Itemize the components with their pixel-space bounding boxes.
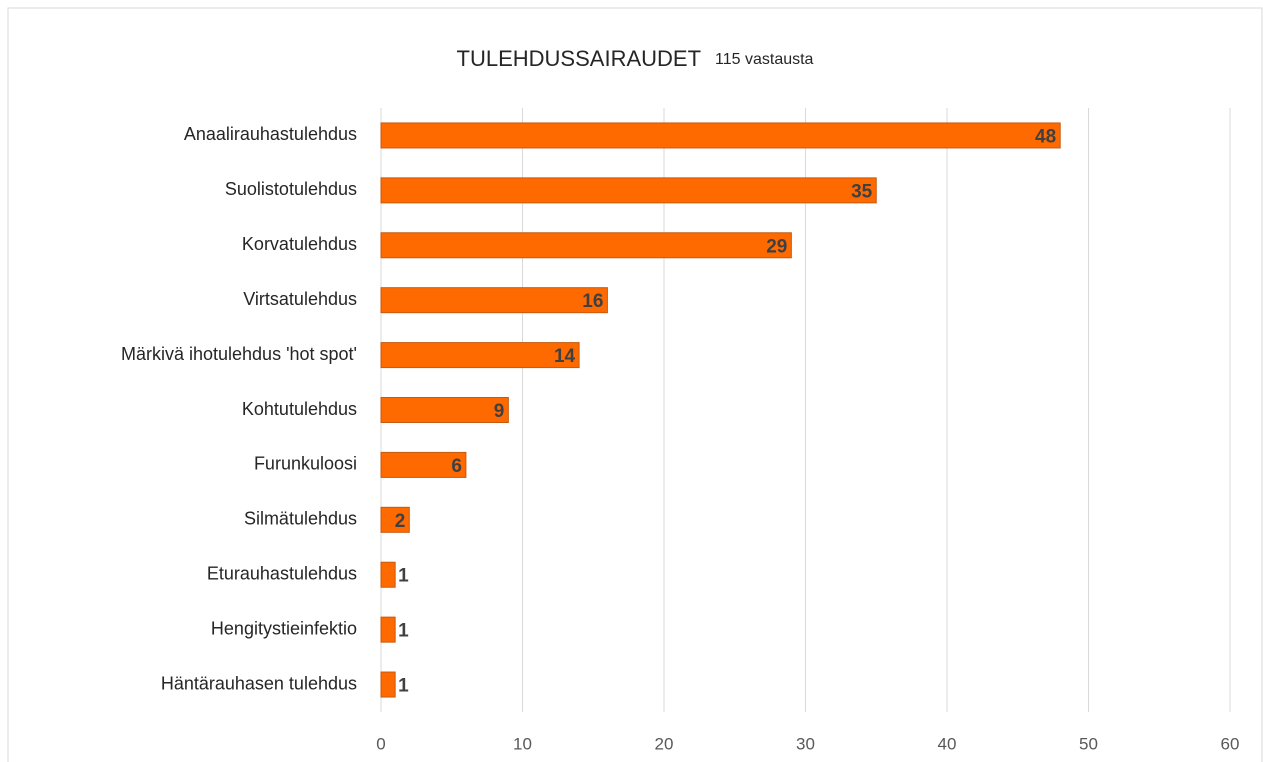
bar: [380, 397, 509, 423]
title: TULEHDUSSAIRAUDET: [457, 46, 701, 71]
x-tick-label: 10: [513, 734, 532, 753]
y-tick-label: Silmätulehdus: [244, 509, 357, 529]
bar: [380, 287, 608, 314]
chart-frame: [7, 7, 1263, 762]
value-label: 1: [398, 566, 409, 587]
y-tick-label: Furunkuloosi: [254, 454, 357, 474]
bar: [380, 616, 396, 643]
bar: [380, 561, 396, 588]
value-label: 29: [766, 236, 787, 257]
y-tick-label: Kohtutulehdus: [242, 399, 357, 419]
chart-title: TULEHDUSSAIRAUDET 115 vastausta: [457, 46, 814, 71]
value-label: 16: [582, 291, 603, 312]
value-label: 35: [851, 181, 873, 202]
bar: [380, 506, 410, 533]
subtitle: 115 vastausta: [715, 51, 814, 68]
y-tick-label: Anaalirauhastulehdus: [184, 124, 357, 144]
bar: [380, 177, 877, 204]
value-label: 6: [451, 456, 462, 477]
value-label: 14: [554, 346, 576, 367]
value-label: 48: [1035, 126, 1056, 147]
x-tick-label: 20: [655, 734, 674, 753]
y-tick-label: Virtsatulehdus: [243, 289, 357, 309]
x-tick-label: 30: [796, 734, 815, 753]
bar: [380, 451, 467, 478]
bar: [380, 122, 1061, 149]
value-label: 1: [398, 621, 409, 642]
x-tick-label: 40: [938, 734, 957, 753]
x-tick-label: 0: [376, 734, 385, 753]
value-label: 1: [398, 676, 409, 697]
y-tick-label: Eturauhastulehdus: [207, 563, 357, 583]
y-tick-label: Hengitystieinfektio: [211, 618, 357, 638]
y-tick-label: Häntärauhasen tulehdus: [161, 673, 357, 693]
x-tick-label: 50: [1079, 734, 1098, 753]
value-label: 9: [494, 401, 505, 422]
y-tick-label: Suolistotulehdus: [225, 179, 357, 199]
y-tick-label: Korvatulehdus: [242, 234, 357, 254]
x-tick-label: 60: [1221, 734, 1240, 753]
y-tick-label: Märkivä ihotulehdus 'hot spot': [121, 344, 357, 364]
value-label: 2: [395, 511, 406, 532]
bar: [380, 342, 580, 369]
bar: [380, 671, 396, 698]
bar: [380, 232, 792, 259]
